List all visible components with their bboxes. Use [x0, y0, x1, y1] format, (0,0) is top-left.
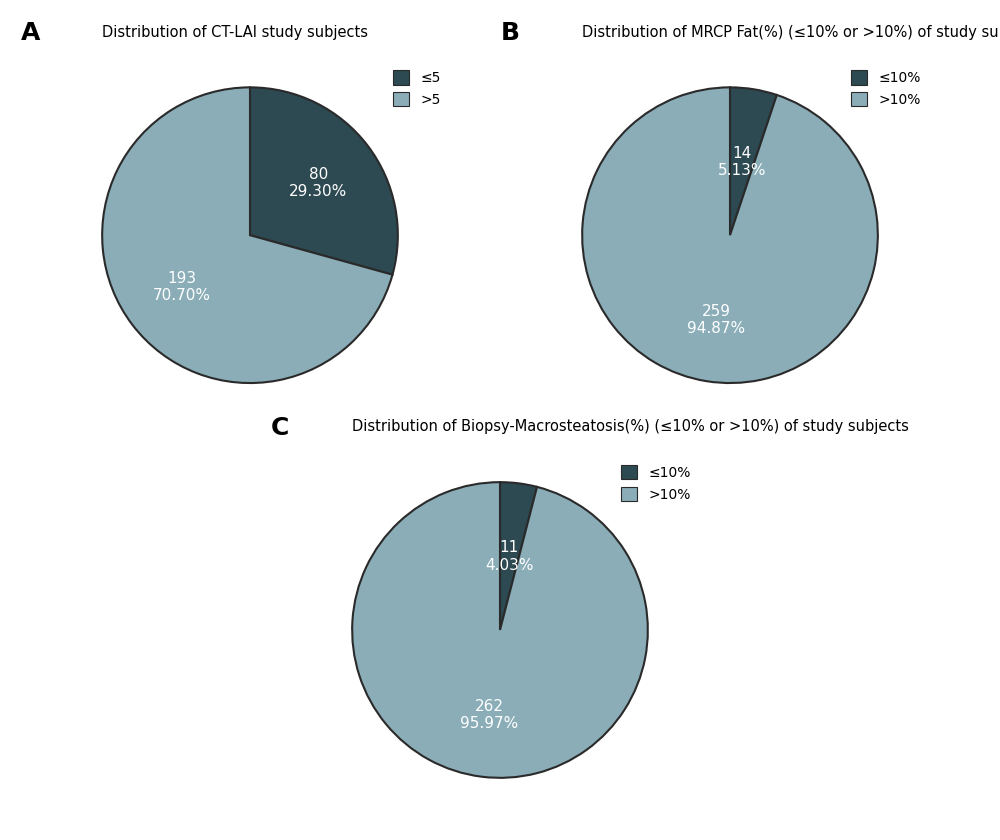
Text: Distribution of Biopsy-Macrosteatosis(%) (≤10% or >10%) of study subjects: Distribution of Biopsy-Macrosteatosis(%)…	[352, 419, 909, 434]
Text: 259
94.87%: 259 94.87%	[687, 303, 745, 336]
Text: 14
5.13%: 14 5.13%	[718, 146, 766, 178]
Text: Distribution of MRCP Fat(%) (≤10% or >10%) of study subjects: Distribution of MRCP Fat(%) (≤10% or >10…	[582, 24, 1000, 39]
Legend: ≤5, >5: ≤5, >5	[387, 65, 446, 113]
Legend: ≤10%, >10%: ≤10%, >10%	[845, 65, 926, 113]
Text: C: C	[271, 416, 289, 439]
Wedge shape	[352, 482, 648, 778]
Wedge shape	[500, 482, 537, 630]
Wedge shape	[730, 87, 777, 235]
Text: A: A	[21, 21, 40, 45]
Text: 80
29.30%: 80 29.30%	[289, 167, 347, 199]
Legend: ≤10%, >10%: ≤10%, >10%	[615, 459, 696, 507]
Text: 11
4.03%: 11 4.03%	[485, 540, 534, 573]
Wedge shape	[582, 87, 878, 383]
Text: Distribution of CT-LAI study subjects: Distribution of CT-LAI study subjects	[102, 24, 368, 39]
Wedge shape	[102, 87, 392, 383]
Wedge shape	[250, 87, 398, 275]
Text: 193
70.70%: 193 70.70%	[153, 271, 211, 303]
Text: B: B	[501, 21, 520, 45]
Text: 262
95.97%: 262 95.97%	[460, 699, 518, 732]
